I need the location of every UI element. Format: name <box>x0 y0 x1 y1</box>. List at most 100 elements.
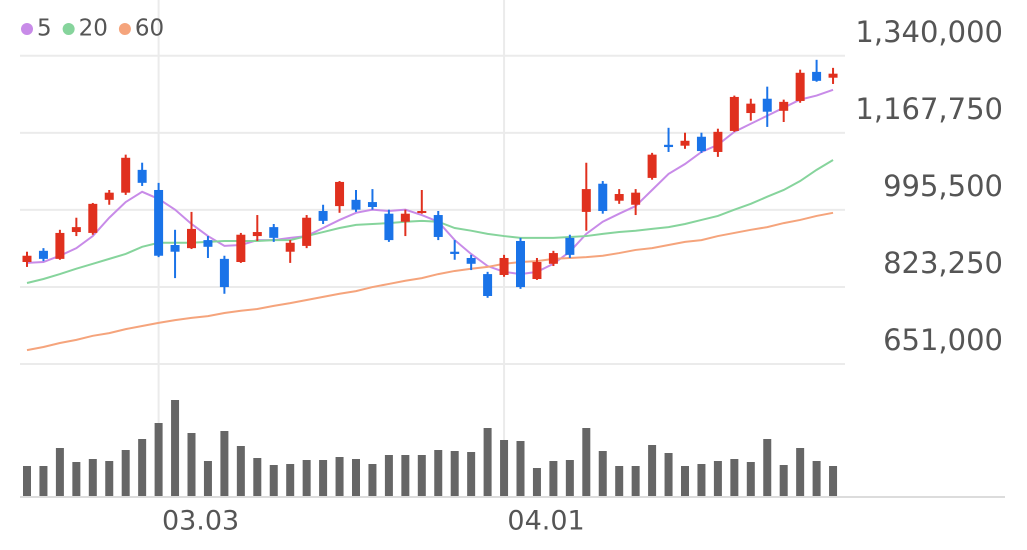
x-tick-label: 03.03 <box>162 506 239 537</box>
volume-bar <box>796 448 805 496</box>
legend-label: 20 <box>79 16 108 42</box>
candle-body <box>384 213 394 241</box>
legend-marker <box>62 23 75 35</box>
volume-bar <box>417 455 426 496</box>
volume-bar <box>384 455 393 496</box>
candle-body <box>88 203 98 233</box>
volume-bar <box>335 457 344 496</box>
candle-body <box>450 251 460 254</box>
candle-body <box>680 140 690 146</box>
volume-bar <box>236 446 245 496</box>
candle-body <box>417 211 427 214</box>
candle-body <box>285 242 295 252</box>
volume-bar <box>352 459 360 496</box>
volume-bar <box>39 466 48 496</box>
candle-body <box>532 262 542 280</box>
candle-body <box>581 189 591 212</box>
candle-body <box>828 73 838 78</box>
candle-body <box>252 232 262 237</box>
candle-body <box>121 157 131 193</box>
volume-bar <box>829 466 838 496</box>
candle-body <box>729 96 739 131</box>
volume-bar <box>648 445 657 496</box>
candle-body <box>516 240 525 288</box>
candle-body <box>598 183 608 212</box>
candle-body <box>795 72 805 101</box>
volume-bar <box>319 460 328 496</box>
volume-bar <box>598 451 607 496</box>
candle-body <box>55 232 65 259</box>
candle-body <box>104 192 114 200</box>
y-tick-label: 1,340,000 <box>855 15 1003 49</box>
volume-bar <box>401 455 410 496</box>
candle-body <box>614 194 624 201</box>
candle-body <box>351 199 361 210</box>
candle-body <box>466 257 476 264</box>
volume-bar <box>615 466 624 496</box>
volume-bar <box>55 448 64 496</box>
volume-bar <box>253 458 262 496</box>
candle-body <box>746 103 756 114</box>
candle-body <box>400 213 410 222</box>
volume-bar <box>138 439 147 496</box>
volume-bar <box>220 431 229 496</box>
volume-bar <box>746 462 755 496</box>
legend-label: 60 <box>135 16 164 42</box>
volume-bar <box>88 459 97 496</box>
legend-marker <box>118 23 131 35</box>
candle-body <box>137 169 147 183</box>
candle-body <box>433 215 443 237</box>
volume-bar <box>516 441 525 496</box>
volume-bar <box>763 439 772 496</box>
x-tick-label: 04.01 <box>507 506 584 537</box>
legend-label: 5 <box>37 16 52 42</box>
volume-bar <box>697 464 706 496</box>
candle-body <box>22 255 32 263</box>
volume-bar <box>631 466 640 496</box>
candle-body <box>154 189 164 256</box>
y-tick-label: 995,500 <box>883 169 1003 203</box>
candle-body <box>664 144 674 148</box>
y-tick-label: 823,250 <box>883 246 1003 280</box>
moving-average-line <box>26 211 834 352</box>
volume-bar <box>532 468 541 496</box>
volume-bar <box>779 465 788 496</box>
candle-body <box>71 227 81 233</box>
candle-body <box>219 258 229 288</box>
moving-average-line <box>26 159 834 285</box>
volume-bar <box>582 428 591 496</box>
candle-body <box>762 98 772 112</box>
candle-body <box>187 228 196 249</box>
volume-bar <box>23 466 31 496</box>
y-tick-label: 651,000 <box>883 323 1003 357</box>
volume-bar <box>154 423 163 496</box>
volume-bar <box>467 452 476 496</box>
candle-body <box>170 245 180 252</box>
volume-bar <box>203 461 212 496</box>
candle-body <box>367 202 377 207</box>
volume-bar <box>72 462 81 496</box>
volume-bar <box>286 464 295 496</box>
candle-body <box>631 192 641 205</box>
volume-bar <box>730 459 739 496</box>
volume-bar <box>450 451 459 496</box>
moving-average-line <box>26 88 834 276</box>
volume-bar <box>549 461 558 496</box>
candle-body <box>812 71 822 81</box>
volume-bar <box>713 461 722 496</box>
volume-bar <box>105 461 114 496</box>
volume-bar <box>121 450 130 496</box>
volume-bar <box>812 461 821 496</box>
candle-body <box>483 274 493 297</box>
volume-bar <box>368 464 377 496</box>
candle-body <box>318 211 328 221</box>
candle-body <box>302 217 312 246</box>
volume-bar <box>664 453 673 496</box>
candle-body <box>269 227 279 238</box>
candle-body <box>203 240 213 247</box>
volume-bar <box>483 428 492 496</box>
volume-bar <box>302 460 311 496</box>
candle-body <box>236 234 246 263</box>
candle-body <box>548 253 558 264</box>
